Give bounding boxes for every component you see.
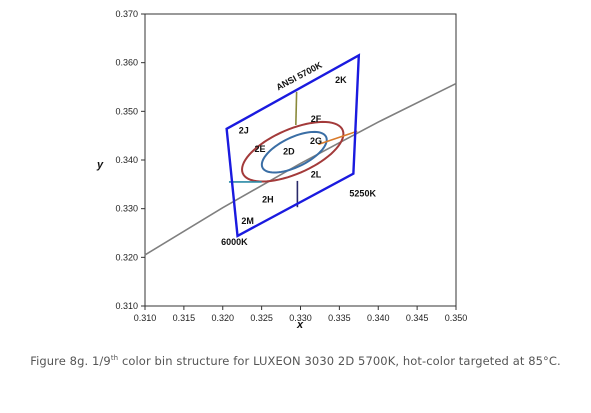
plot-area [144,13,457,307]
inner-ellipse [260,130,328,174]
y-tick-group: 0.310 0.320 0.330 0.340 0.350 0.360 0.370 [115,9,145,311]
x-tick-label: 0.310 [134,313,157,323]
bin-label: 6000K [221,237,248,247]
y-tick-label: 0.360 [115,58,138,68]
x-tick-group: 0.310 0.315 0.320 0.325 0.330 0.335 0.340 0.345… [134,306,468,323]
bin-label: 2G [310,136,322,146]
bin-label-group: 2K 2J 2F 2E 2D 2G 2L 2H 5250K 2M 6000K [221,75,376,247]
bin-label: 2L [311,170,322,180]
chart: 0.310 0.315 0.320 0.325 0.330 0.335 0.340 0.345… [96,9,468,331]
y-tick-label: 0.320 [115,252,138,262]
bin-label: 2D [283,147,295,157]
x-axis-title: x [296,319,304,331]
x-tick-label: 0.335 [328,313,351,323]
bin-label: 2J [239,126,249,136]
y-tick-label: 0.340 [115,155,138,165]
bin-label: 2H [262,194,274,204]
x-tick-label: 0.330 [289,313,312,323]
caption-superscript: th [110,354,119,363]
caption-prefix: Figure 8g. 1/9 [30,354,111,368]
bin-divider-line [295,91,298,125]
blackbody-locus-line [144,82,457,256]
x-tick-label: 0.345 [406,313,429,323]
bin-outline-quadrilateral [225,53,361,238]
bin-label: 5250K [349,189,376,199]
y-tick-label: 0.350 [115,106,138,116]
y-tick-label: 0.310 [115,301,138,311]
y-tick-label: 0.330 [115,204,138,214]
x-tick-label: 0.320 [211,313,234,323]
bin-divider-line [318,130,358,146]
outer-ellipse [241,120,345,183]
x-tick-label: 0.340 [367,313,390,323]
figure-caption: Figure 8g. 1/9th color bin structure for… [0,354,591,368]
y-axis-title: y [96,159,104,171]
y-tick-label: 0.370 [115,9,138,19]
bin-label: 2M [241,216,254,226]
bin-label: 2K [335,75,347,85]
x-tick-label: 0.325 [250,313,273,323]
bin-label: 2F [311,114,322,124]
bin-label: 2E [255,144,266,154]
x-tick-label: 0.350 [445,313,468,323]
caption-suffix: color bin structure for LUXEON 3030 2D 5… [118,354,561,368]
x-tick-label: 0.315 [173,313,196,323]
